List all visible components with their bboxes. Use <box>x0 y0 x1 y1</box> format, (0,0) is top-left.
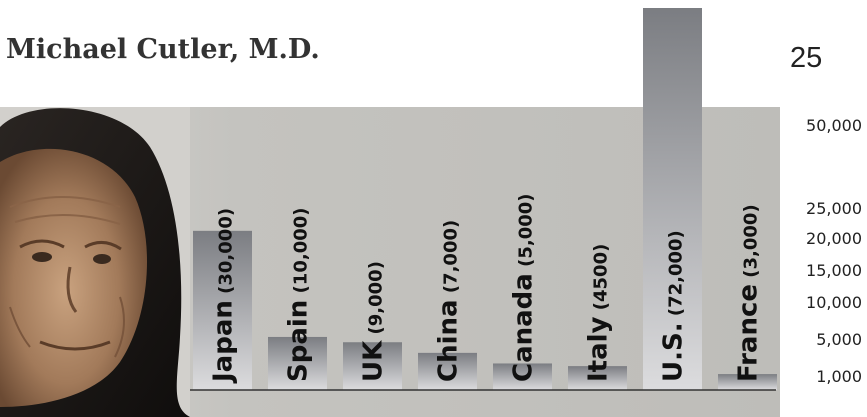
bar-label-value: (3,000) <box>741 204 762 284</box>
bar-label-value: (5,000) <box>516 194 537 274</box>
bar-label-country: U.S. <box>659 322 689 382</box>
bar-label-country: China <box>434 299 464 382</box>
bar-u-s <box>643 8 702 390</box>
bar-label: Italy (4500) <box>584 244 614 382</box>
bar-spain <box>268 336 327 390</box>
bar-label-country: Japan <box>209 300 239 384</box>
bar-label-country: Spain <box>284 300 314 382</box>
bar-label-value: (4500) <box>591 244 612 317</box>
y-tick-label: 15,000 <box>806 261 862 280</box>
bar-label: Spain (10,000) <box>284 208 314 383</box>
y-tick-label: 50,000 <box>806 116 862 135</box>
elderly-woman-photo <box>0 107 190 417</box>
bar-label-value: (9,000) <box>366 261 387 341</box>
bar-label-country: France <box>734 284 764 382</box>
y-tick-label: 25,000 <box>806 199 862 218</box>
bar-label: UK (9,000) <box>359 261 389 382</box>
bar-label: Canada (5,000) <box>509 194 539 383</box>
bar-label-country: Canada <box>509 273 539 382</box>
bar-label-country: UK <box>359 340 389 382</box>
bar-label-value: (30,000) <box>216 208 237 300</box>
y-tick-label: 20,000 <box>806 229 862 248</box>
bar-france <box>718 374 777 390</box>
bar-label-value: (72,000) <box>666 230 687 322</box>
bar-japan <box>193 230 252 390</box>
bar-label: U.S. (72,000) <box>659 230 689 382</box>
y-tick-label: 10,000 <box>806 293 862 312</box>
bar-label-value: (7,000) <box>441 220 462 300</box>
bar-label: China (7,000) <box>434 220 464 382</box>
bar-uk <box>343 342 402 390</box>
author-name: Michael Cutler, M.D. <box>6 34 320 65</box>
bar-label: Japan (30,000) <box>209 208 239 384</box>
bar-italy <box>568 366 627 390</box>
bar-china <box>418 352 477 390</box>
y-tick-label: 5,000 <box>816 330 862 349</box>
bar-label: France (3,000) <box>734 204 764 382</box>
bar-canada <box>493 363 552 390</box>
bar-label-country: Italy <box>584 316 614 382</box>
y-tick-label: 1,000 <box>816 367 862 386</box>
page-number: 25 <box>790 42 823 74</box>
bar-label-value: (10,000) <box>291 208 312 300</box>
